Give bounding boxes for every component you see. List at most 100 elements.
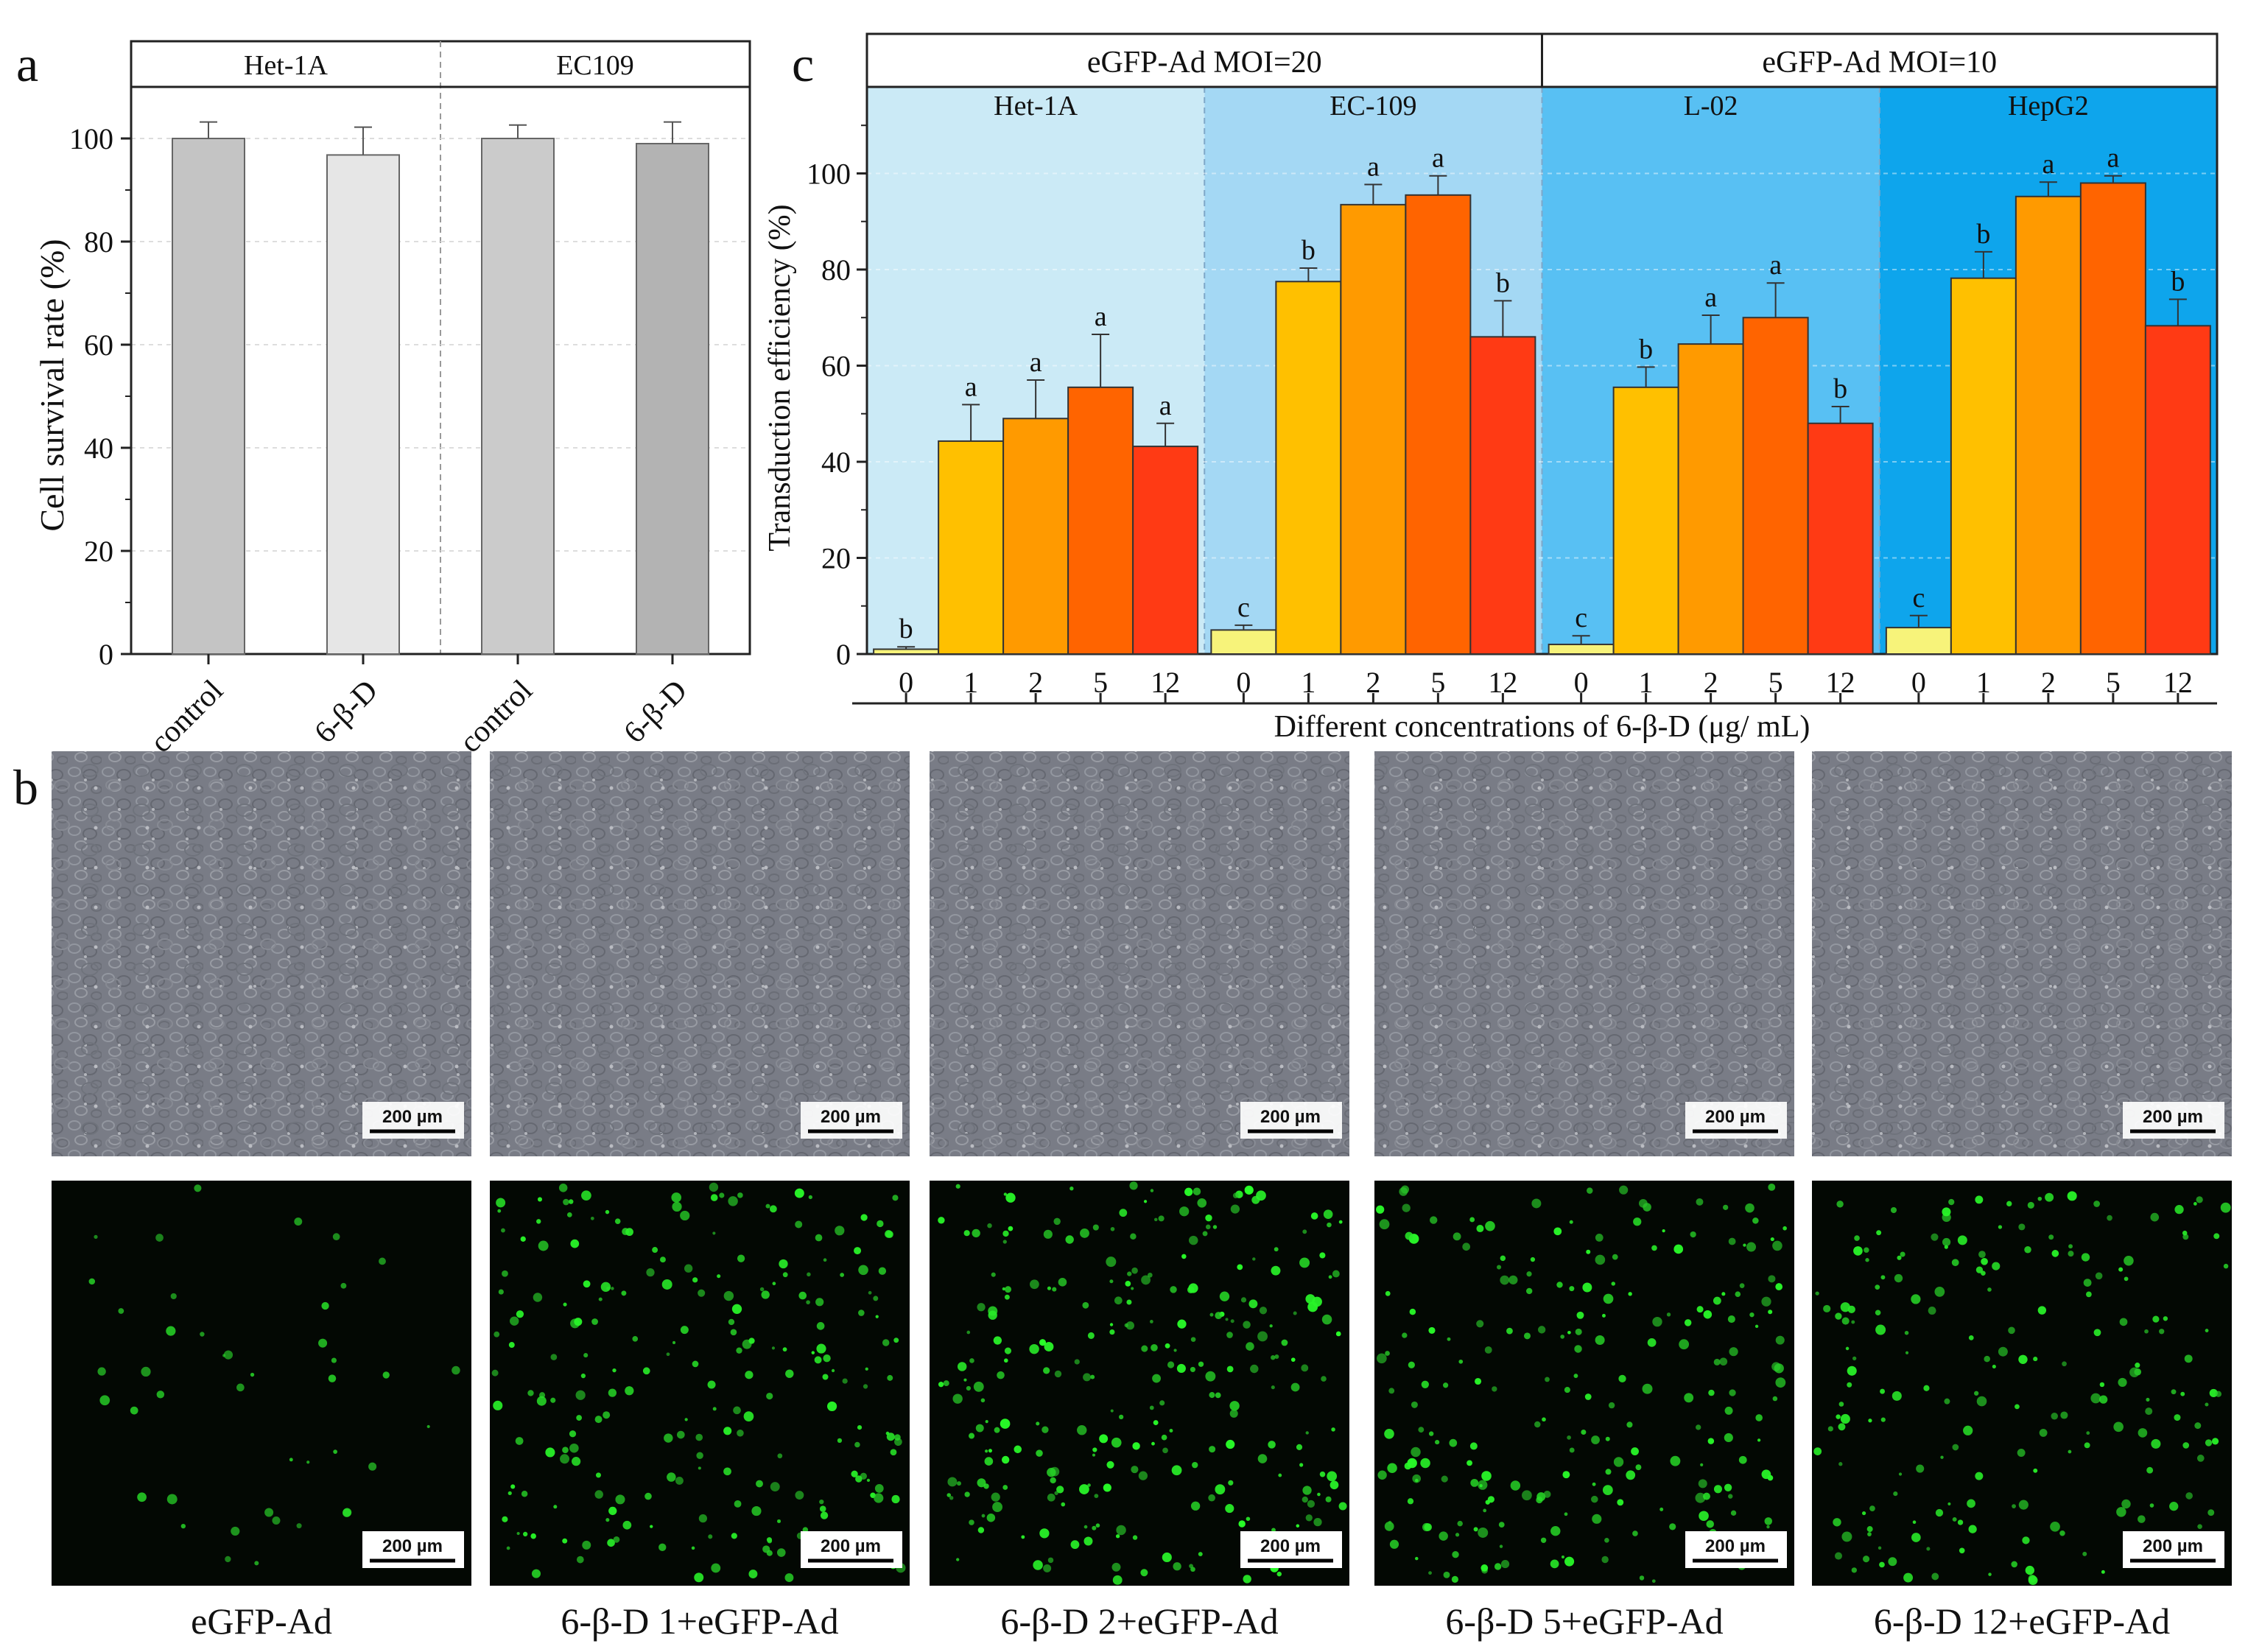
- gfp-cell: [2033, 1468, 2038, 1473]
- gfp-cell: [692, 1360, 699, 1368]
- gfp-cell: [575, 1390, 586, 1400]
- gfp-cell: [696, 1452, 703, 1459]
- gfp-cell: [222, 1354, 226, 1357]
- gfp-cell: [994, 1427, 1000, 1433]
- gfp-cell: [966, 1330, 971, 1335]
- gfp-cell: [1047, 1286, 1051, 1290]
- gfp-cell: [1202, 1231, 1208, 1237]
- gfp-cell: [1684, 1393, 1694, 1403]
- gfp-cell: [2138, 1428, 2148, 1438]
- gfp-cell: [893, 1338, 899, 1343]
- gfp-cell: [1074, 1359, 1080, 1365]
- gfp-cell: [1752, 1217, 1759, 1224]
- gfp-cell: [731, 1304, 742, 1314]
- gfp-cell: [1838, 1402, 1844, 1407]
- c-significance-letter: a: [1095, 301, 1107, 332]
- gfp-cell: [988, 1310, 997, 1320]
- c-significance-letter: a: [2107, 143, 2119, 174]
- gfp-cell: [1321, 1314, 1332, 1325]
- gfp-cell: [493, 1400, 503, 1410]
- gfp-cell: [794, 1188, 804, 1198]
- gfp-cell: [733, 1406, 741, 1415]
- gfp-cell: [2051, 1250, 2059, 1257]
- a-x-tick-label: control: [453, 674, 539, 760]
- brightfield-texture: [1374, 751, 1794, 1156]
- gfp-cell: [1476, 1225, 1484, 1233]
- gfp-cell: [1095, 1523, 1100, 1528]
- gfp-cell: [806, 1300, 810, 1304]
- gfp-cell: [194, 1184, 202, 1192]
- gfp-cell: [1659, 1507, 1664, 1511]
- gfp-cell: [1384, 1429, 1394, 1439]
- gfp-cell: [857, 1425, 863, 1430]
- c-significance-letter: b: [899, 614, 913, 644]
- gfp-cell: [141, 1366, 151, 1377]
- gfp-cell: [2121, 1499, 2131, 1509]
- gfp-cell: [1892, 1391, 1902, 1401]
- gfp-cell: [820, 1511, 829, 1519]
- gfp-cell: [498, 1289, 504, 1295]
- gfp-cell: [1110, 1409, 1114, 1413]
- gfp-cell: [1591, 1495, 1598, 1503]
- gfp-cell: [1880, 1388, 1886, 1394]
- gfp-cell: [1036, 1421, 1040, 1426]
- gfp-cell: [1039, 1339, 1047, 1346]
- gfp-cell: [891, 1494, 900, 1504]
- c-significance-letter: a: [2042, 149, 2054, 180]
- gfp-cell: [1698, 1479, 1707, 1488]
- c-bar: [1405, 194, 1472, 655]
- gfp-cell: [2017, 1449, 2026, 1457]
- gfp-cell: [1603, 1293, 1614, 1304]
- gfp-cell: [1755, 1414, 1763, 1421]
- gfp-cell: [1205, 1371, 1216, 1382]
- gfp-cell: [1005, 1192, 1016, 1203]
- gfp-cell: [521, 1491, 528, 1497]
- gfp-cell: [1834, 1552, 1843, 1560]
- gfp-cell: [646, 1268, 655, 1277]
- gfp-cell: [1772, 1240, 1782, 1251]
- gfp-cell: [1851, 1567, 1858, 1573]
- gfp-cell: [236, 1383, 245, 1392]
- gfp-cell: [707, 1380, 716, 1389]
- gfp-cell: [321, 1301, 329, 1310]
- gfp-cell: [672, 1201, 682, 1212]
- gfp-cell: [1092, 1224, 1099, 1231]
- gfp-cell: [1974, 1391, 1979, 1396]
- gfp-cell: [2027, 1201, 2034, 1209]
- gfp-cell: [676, 1430, 685, 1439]
- gfp-cell: [537, 1197, 543, 1202]
- gfp-cell: [1246, 1342, 1254, 1351]
- c-x-tick-label: 1: [1301, 666, 1316, 699]
- gfp-cell: [983, 1483, 989, 1489]
- c-bar: [1275, 281, 1342, 655]
- gfp-cell: [1911, 1294, 1921, 1304]
- gfp-cell: [2152, 1315, 2160, 1323]
- gfp-cell: [1975, 1195, 1984, 1204]
- gfp-cell: [2068, 1251, 2074, 1257]
- gfp-cell: [1586, 1249, 1591, 1254]
- gfp-cell: [964, 1491, 970, 1497]
- gfp-cell: [785, 1369, 794, 1378]
- fluorescence-image: [930, 1181, 1349, 1586]
- gfp-cell: [723, 1290, 734, 1301]
- gfp-cell: [530, 1533, 536, 1539]
- c-moi-label: eGFP-Ad MOI=10: [1762, 46, 1997, 80]
- gfp-cell: [1246, 1516, 1251, 1522]
- micrograph-grid: 200 µm 200 µm 200 µm 200 µm 200 µm 200 µm 200 …: [52, 751, 2232, 1642]
- gfp-cell: [1702, 1492, 1710, 1500]
- gfp-cell: [2223, 1263, 2229, 1269]
- gfp-cell: [985, 1420, 988, 1424]
- gfp-cell: [570, 1239, 580, 1248]
- gfp-cell: [766, 1392, 773, 1400]
- gfp-cell: [1039, 1528, 1050, 1539]
- gfp-cell: [1935, 1508, 1944, 1517]
- c-x-tick-label: 0: [899, 666, 913, 699]
- c-x-tick-label: 1: [963, 666, 978, 699]
- gfp-cell: [1673, 1244, 1684, 1254]
- gfp-cell: [2119, 1318, 2128, 1326]
- gfp-cell: [837, 1438, 843, 1444]
- gfp-cell: [2129, 1367, 2140, 1377]
- c-bar: [1885, 627, 1952, 655]
- gfp-cell: [1301, 1364, 1309, 1372]
- gfp-cell: [1044, 1341, 1054, 1352]
